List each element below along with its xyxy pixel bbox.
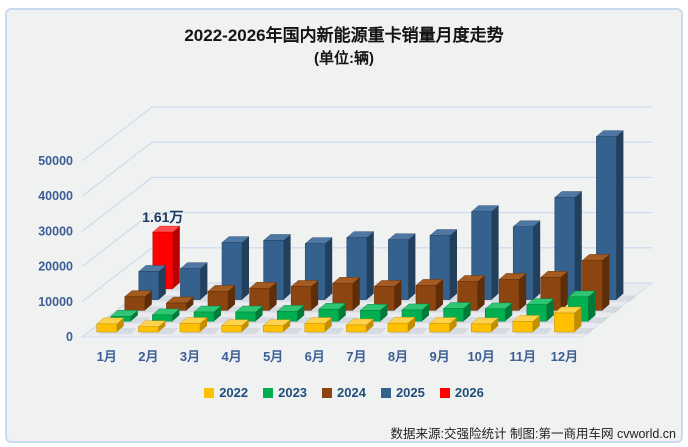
x-tick-label-3月: 3月 <box>180 349 200 364</box>
x-tick-label-10月: 10月 <box>467 349 494 364</box>
x-tick-label-8月: 8月 <box>388 349 408 364</box>
bar-2022-1月 <box>96 317 137 334</box>
gridline-50000 <box>81 106 652 162</box>
bar-2024-4月 <box>249 282 290 313</box>
x-tick-label-6月: 6月 <box>305 349 325 364</box>
legend-swatch-2023 <box>263 387 274 398</box>
legend-swatch-2026 <box>439 387 450 398</box>
legend-item-2025: 2025 <box>380 385 425 400</box>
x-tick-label-4月: 4月 <box>221 349 241 364</box>
y-tick-label: 40000 <box>38 189 73 203</box>
y-tick-label: 30000 <box>38 224 73 238</box>
legend-item-2026: 2026 <box>439 385 484 400</box>
bar-2022-7月 <box>345 318 387 334</box>
data-label-annotation: 1.61万 <box>142 209 183 225</box>
legend-item-2023: 2023 <box>263 385 307 400</box>
y-tick-label: 20000 <box>38 260 73 274</box>
legend-swatch-2024 <box>322 387 333 398</box>
x-tick-label-5月: 5月 <box>263 349 283 364</box>
gridline-40000 <box>81 141 652 197</box>
x-tick-label-11月: 11月 <box>509 349 536 364</box>
y-tick-label: 10000 <box>38 295 73 309</box>
x-tick-label-12月: 12月 <box>551 349 578 364</box>
legend-swatch-2022 <box>204 387 215 398</box>
bar-2022-11月 <box>512 315 553 334</box>
bar-2022-10月 <box>470 317 512 334</box>
chart-title: 2022-2026年国内新能源重卡销量月度走势 <box>184 26 504 45</box>
legend-label-2024: 2024 <box>337 385 366 400</box>
bar-2022-6月 <box>304 317 345 334</box>
x-tick-label-7月: 7月 <box>346 349 366 364</box>
bar-2022-8月 <box>387 317 428 334</box>
y-tick-label: 50000 <box>38 154 73 168</box>
chart-legend: 2022 2023 2024 2025 2026 <box>0 385 688 400</box>
legend-swatch-2025 <box>380 387 391 398</box>
legend-label-2022: 2022 <box>219 385 249 400</box>
legend-label-2026: 2026 <box>454 385 484 400</box>
x-tick-label-9月: 9月 <box>429 349 449 364</box>
bar-2022-4月 <box>221 319 262 334</box>
legend-label-2023: 2023 <box>278 385 308 400</box>
x-tick-label-1月: 1月 <box>97 349 117 364</box>
x-tick-label-2月: 2月 <box>138 349 158 364</box>
source-credit: 数据来源:交强险统计 制图:第一商用车网 cvworld.cn <box>390 427 676 441</box>
bar-2023-10月 <box>484 302 526 324</box>
chart-title-block: 2022-2026年国内新能源重卡销量月度走势 (单位:辆) <box>0 24 688 69</box>
legend-item-2022: 2022 <box>204 385 248 400</box>
bar-2022-5月 <box>262 319 304 334</box>
bar-2022-2月 <box>137 320 179 334</box>
bar-2024-10月 <box>498 273 540 313</box>
gridline-30000 <box>81 176 652 232</box>
chart-subtitle: (单位:辆) <box>314 49 374 67</box>
y-tick-label: 0 <box>66 330 73 344</box>
bar-2022-12月 <box>553 306 595 334</box>
bar-2022-9月 <box>429 317 470 334</box>
bar-2022-3月 <box>179 317 220 334</box>
legend-item-2024: 2024 <box>322 385 366 400</box>
legend-label-2025: 2025 <box>395 385 425 400</box>
